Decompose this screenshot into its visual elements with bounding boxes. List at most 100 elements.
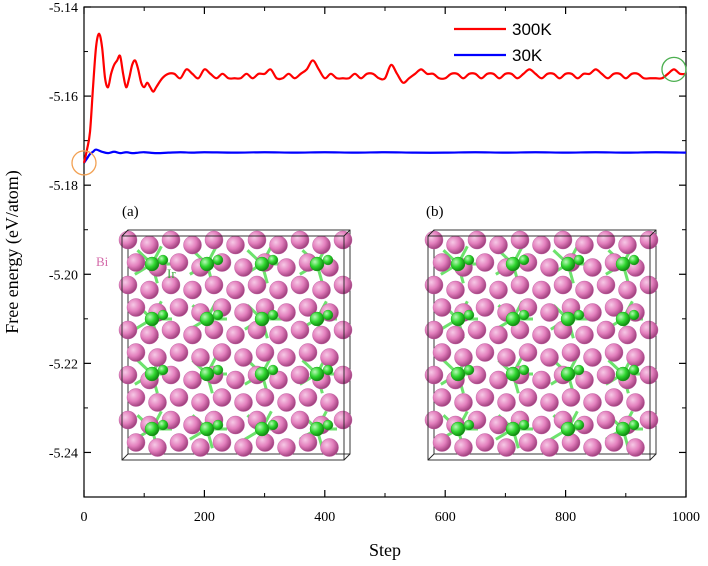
bi-atom — [561, 343, 581, 362]
ir-atom — [254, 311, 270, 327]
bi-atom — [161, 320, 181, 340]
x-tick-label: 600 — [435, 510, 456, 525]
inset-crystal-b: (b) — [424, 204, 659, 461]
bi-atom — [497, 438, 516, 457]
ir-atom — [560, 256, 576, 272]
bi-atom — [298, 343, 318, 362]
bi-atom — [290, 275, 310, 295]
bi-atom — [169, 253, 189, 272]
bi-atom — [540, 348, 559, 367]
bi-atom — [234, 303, 253, 322]
bi-atom — [312, 280, 331, 300]
x-tick-label: 400 — [314, 510, 335, 525]
bi-atom — [639, 410, 659, 430]
bi-atom — [497, 348, 516, 367]
bi-atom — [489, 370, 508, 390]
inset-crystal-a: (a) Bi Ir — [96, 204, 353, 461]
ir-atom — [615, 311, 631, 327]
bi-atom — [626, 393, 645, 412]
bi-atom — [320, 438, 339, 457]
bi-atom — [247, 275, 267, 295]
bi-atom — [204, 275, 224, 295]
bi-atom — [226, 280, 245, 300]
bi-atom — [553, 275, 573, 295]
cell-box-front — [427, 235, 651, 461]
bi-atom — [518, 433, 538, 452]
cell-box-edge — [343, 229, 351, 237]
ir-atom — [309, 256, 325, 272]
ir-atom — [309, 311, 325, 327]
ir-atom — [560, 366, 576, 382]
x-tick-label: 0 — [81, 510, 88, 525]
bi-atom — [532, 325, 551, 345]
ir-atom — [463, 419, 475, 431]
bi-atom — [191, 348, 210, 367]
bi-atom — [432, 298, 452, 317]
bi-atom — [532, 235, 551, 255]
ir-atom — [157, 364, 169, 376]
series-layer — [82, 32, 687, 164]
bi-atom — [575, 235, 594, 255]
y-tick-label: -5.18 — [49, 179, 78, 194]
ir-atom — [628, 364, 640, 376]
bi-atom — [540, 393, 559, 412]
bi-atom — [277, 258, 296, 277]
cell-box-edge — [427, 453, 435, 461]
bi-atom — [226, 415, 245, 435]
marker-layer — [71, 56, 687, 176]
bi-atom — [255, 433, 275, 452]
highlight-circle-marker — [71, 150, 97, 176]
bi-atom — [596, 365, 616, 385]
bi-atom — [604, 388, 624, 407]
ir-atom — [573, 419, 585, 431]
bi-atom — [148, 438, 167, 457]
bi-atom — [161, 230, 181, 250]
bi-atom — [475, 253, 495, 272]
cell-box-edge — [121, 453, 129, 461]
bi-atom — [475, 298, 495, 317]
bi-atom — [191, 438, 210, 457]
bi-atom — [333, 365, 353, 385]
ir-atom — [267, 364, 279, 376]
bi-atom — [312, 235, 331, 255]
bi-atom — [467, 275, 487, 295]
bi-atom — [604, 433, 624, 452]
bi-atom — [269, 280, 288, 300]
ir-atom — [267, 309, 279, 321]
x-axis-title: Step — [369, 540, 401, 560]
bi-atom — [269, 325, 288, 345]
bi-atom — [333, 275, 353, 295]
bi-atom — [169, 388, 189, 407]
bi-atom — [540, 258, 559, 277]
bi-atom — [169, 343, 189, 362]
bi-atom — [126, 253, 146, 272]
ir-atom — [573, 364, 585, 376]
bi-atom — [333, 320, 353, 340]
y-tick-label: -5.24 — [49, 446, 78, 461]
bi-atom — [575, 370, 594, 390]
inset-b-label: (b) — [426, 204, 444, 220]
ir-atom — [322, 309, 334, 321]
ir-atom — [199, 366, 215, 382]
bi-atom — [467, 320, 487, 340]
ir-atom — [450, 366, 466, 382]
ir-atom — [144, 311, 160, 327]
bi-atom — [532, 280, 551, 300]
series-line-30k — [83, 148, 687, 164]
y-axis-title: Free energy (eV/atom) — [2, 170, 23, 334]
ir-atom — [628, 254, 640, 266]
ir-element-label: Ir — [167, 266, 176, 281]
bi-atom — [540, 438, 559, 457]
bi-atom — [596, 230, 616, 250]
ir-atom — [157, 254, 169, 266]
bi-atom — [212, 343, 232, 362]
bi-atom — [432, 388, 452, 407]
bi-atom — [424, 365, 444, 385]
legend: 300K 30K — [454, 20, 552, 65]
ir-atom — [518, 254, 530, 266]
bi-element-label: Bi — [96, 254, 109, 269]
ir-atom — [505, 311, 521, 327]
bi-atom — [161, 275, 181, 295]
bi-atom — [204, 230, 224, 250]
